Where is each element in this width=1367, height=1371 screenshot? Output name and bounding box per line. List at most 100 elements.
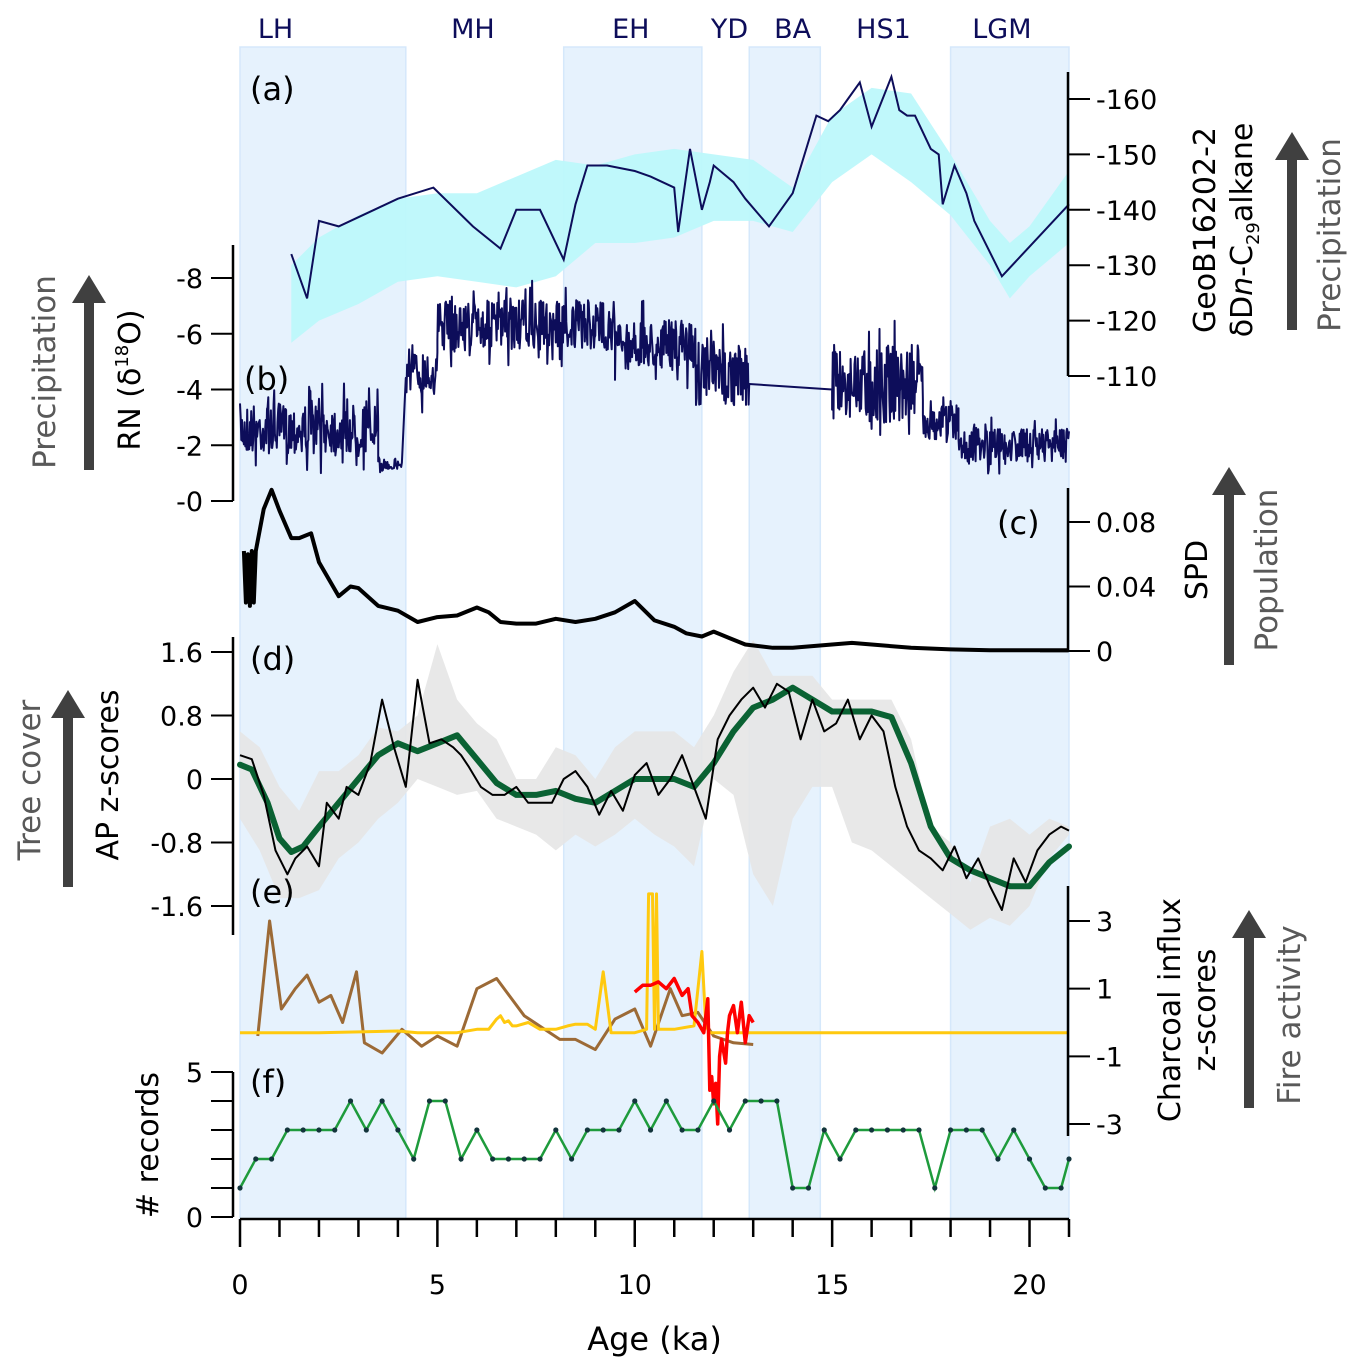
panel-a-y-tick-label: -150 (1096, 140, 1157, 171)
panel-e-y-tick-label: -1 (1096, 1042, 1123, 1073)
panel-b-d18O-line (239, 279, 1070, 475)
title-part: δD (1225, 296, 1260, 337)
data-series (237, 73, 1072, 1193)
panel-d-y-tick-label: 0 (186, 765, 203, 796)
panel-e-y-title-line1: Charcoal influx (1153, 898, 1188, 1122)
panel-b-y-tick-label: -6 (176, 320, 203, 351)
panel-f-record-point (805, 1185, 812, 1191)
period-label-lgm: LGM (972, 14, 1031, 45)
panel-b-arrow-label: Precipitation (27, 275, 63, 469)
title-part: RN (δ (113, 368, 148, 451)
period-label-mh: MH (451, 14, 495, 45)
panel-f-record-point (395, 1127, 401, 1133)
arrow-shaft (1287, 156, 1297, 330)
panel-d-y-tick-label: 1.6 (160, 638, 203, 669)
panel-a-y-tick-label: -120 (1096, 307, 1157, 338)
arrow-shaft (84, 299, 94, 470)
panel-f-record-point (916, 1127, 922, 1133)
panel-a-precipitation-arrow (1275, 132, 1309, 330)
panel-f-record-point (884, 1127, 891, 1133)
panel-label-a: (a) (250, 70, 295, 108)
panel-f-record-point (411, 1156, 417, 1162)
panel-f-record-point (347, 1098, 354, 1104)
panel-f-record-point (569, 1156, 575, 1162)
panel-f-record-point (853, 1127, 859, 1133)
panel-f-record-point (363, 1127, 369, 1133)
panel-e-y-tick-label: 3 (1096, 907, 1113, 938)
panel-f-record-point (758, 1098, 764, 1104)
panel-f-record-point (1066, 1156, 1072, 1162)
period-label-hs1: HS1 (856, 14, 911, 45)
panel-f-record-point (979, 1127, 985, 1133)
arrow-shaft (1244, 934, 1254, 1108)
panel-f-record-point (1026, 1156, 1033, 1162)
panel-f-record-point (284, 1127, 290, 1133)
panel-a-y-title-line1: GeoB16202-2 (1188, 127, 1223, 333)
arrow-head (1275, 132, 1309, 160)
panel-d-y-tick-label: -0.8 (150, 829, 203, 860)
panel-f-y-tick-label: 5 (186, 1058, 203, 1089)
panel-f-record-point (1042, 1185, 1048, 1191)
panel-e-y-tick-label: 1 (1096, 975, 1113, 1006)
panel-b-y-tick-label: -0 (176, 487, 203, 518)
panel-f-record-point (632, 1098, 638, 1104)
panel-e-arrow-label: Fire activity (1272, 925, 1308, 1104)
panel-d-y-title: AP z-scores (91, 690, 126, 861)
panel-f-record-point (837, 1156, 843, 1162)
panel-c-y-tick-label: 0.08 (1096, 508, 1156, 539)
panel-e-y-tick-label: -3 (1096, 1110, 1123, 1141)
arrow-head (72, 275, 106, 303)
title-part: -C (1225, 245, 1260, 277)
panel-f-record-point (490, 1156, 496, 1162)
arrow-head (1212, 467, 1246, 495)
panel-f-record-point (316, 1127, 322, 1133)
panel-f-record-point (300, 1127, 306, 1133)
panel-f-record-point (505, 1156, 512, 1162)
panel-b-y-tick-label: -8 (176, 264, 203, 295)
panel-c-spd-line (241, 487, 1069, 653)
axis-labels: -160-150-140-130-120-110-8-6-4-2-00.080.… (12, 70, 1348, 1358)
panel-f-record-point (742, 1098, 748, 1104)
panel-f-record-point (616, 1127, 622, 1133)
arrow-shaft (63, 714, 73, 887)
panel-f-record-point (932, 1185, 938, 1191)
panel-a-dD-line (290, 73, 1070, 299)
panel-f-record-point (869, 1127, 875, 1133)
panel-c-arrow-label: Population (1249, 489, 1285, 652)
arrow-head (1232, 910, 1266, 938)
panel-f-record-point (679, 1127, 685, 1133)
x-tick-label: 10 (618, 1270, 652, 1301)
period-labels: LH MH EH YD BA HS1 LGM (258, 14, 1032, 45)
panel-f-records-line (238, 1098, 1071, 1193)
panel-label-b: (b) (244, 360, 289, 398)
panel-f-record-point (790, 1185, 796, 1191)
panel-b-y-title: RN (δ18O) (112, 309, 148, 450)
panel-f-record-point (458, 1156, 464, 1162)
panel-label-c: (c) (997, 504, 1040, 542)
period-label-lh: LH (258, 14, 293, 45)
panel-f-record-point (474, 1127, 480, 1133)
panel-f-record-point (1058, 1185, 1064, 1191)
title-part: alkane (1225, 123, 1260, 222)
panel-f-record-point (663, 1098, 669, 1104)
panel-f-record-point (584, 1127, 590, 1133)
panel-c-y-tick-label: 0 (1096, 637, 1113, 668)
panel-c-population-arrow (1212, 467, 1246, 665)
panel-f-record-point (900, 1127, 906, 1133)
panel-f-record-point (537, 1156, 543, 1162)
panel-d-y-tick-label: -1.6 (150, 892, 203, 923)
panel-e-y-title-line2: z-scores (1188, 949, 1223, 1072)
panel-a-y-tick-label: -130 (1096, 251, 1157, 282)
panel-f-record-point (332, 1127, 338, 1133)
panel-f-record-point (521, 1156, 527, 1162)
arrow-head (51, 690, 85, 718)
panel-f-record-point (821, 1127, 827, 1133)
panel-f-y-title: # records (131, 1072, 166, 1218)
panel-a-y-title-line2: δDn-C29alkane (1225, 123, 1264, 338)
x-axis-title: Age (ka) (587, 1320, 722, 1358)
panel-b-y-tick-label: -4 (176, 376, 203, 407)
panel-e-brown-line (256, 919, 754, 1055)
panel-e-red-line (633, 976, 755, 1126)
panel-label-e: (e) (250, 873, 295, 911)
